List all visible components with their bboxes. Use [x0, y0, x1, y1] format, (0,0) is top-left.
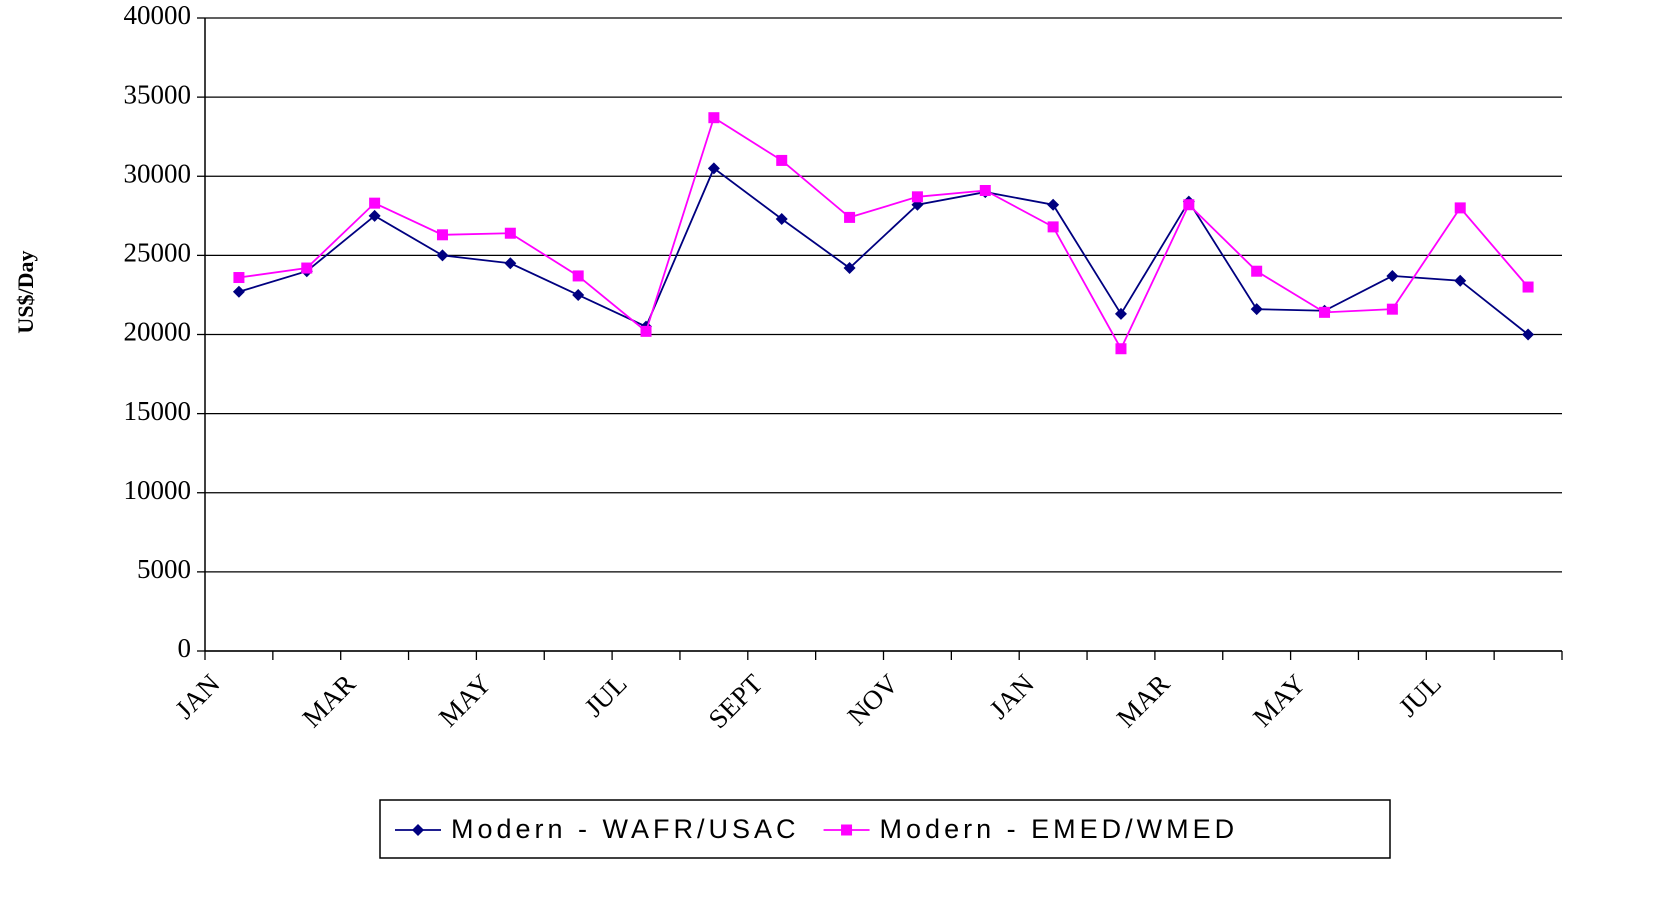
data-point — [1250, 303, 1263, 316]
data-point — [436, 249, 449, 262]
legend-label: Modern - EMED/WMED — [880, 814, 1239, 844]
data-point — [844, 211, 856, 223]
data-point — [301, 262, 313, 274]
x-tick-label: JUL — [579, 668, 633, 722]
data-point — [233, 272, 245, 284]
series-line — [238, 116, 1529, 351]
x-tick-label: JUL — [1393, 668, 1447, 722]
data-point — [1183, 199, 1195, 211]
y-tick-label: 10000 — [124, 475, 192, 505]
data-point — [775, 212, 788, 225]
data-point — [1047, 221, 1059, 233]
x-tick-label: MAR — [1111, 668, 1176, 733]
x-tick-label: SEPT — [703, 668, 769, 734]
y-tick-label: 5000 — [137, 554, 191, 584]
data-point — [640, 325, 652, 337]
legend-label: Modern - WAFR/USAC — [451, 814, 800, 844]
data-point — [368, 209, 381, 222]
data-point — [1454, 274, 1467, 287]
data-point — [1522, 328, 1535, 341]
data-point — [1115, 343, 1127, 355]
series-line — [238, 166, 1529, 336]
data-point — [1454, 202, 1466, 214]
data-point — [1114, 307, 1127, 320]
legend-marker — [412, 824, 424, 836]
data-point — [776, 154, 788, 166]
data-point — [1319, 306, 1331, 318]
data-point — [232, 285, 245, 298]
y-tick-label: 35000 — [124, 79, 192, 109]
data-point — [436, 229, 448, 241]
data-point — [504, 227, 516, 239]
data-point — [1522, 281, 1534, 293]
data-point — [1386, 303, 1398, 315]
data-point — [843, 262, 856, 275]
y-tick-label: 40000 — [124, 0, 192, 30]
data-point — [1047, 198, 1060, 211]
data-point — [979, 184, 991, 196]
x-tick-label: JAN — [169, 668, 225, 724]
legend-box — [379, 799, 1391, 859]
data-point — [1386, 269, 1399, 282]
data-point — [572, 270, 584, 282]
x-tick-label: MAY — [1247, 668, 1311, 732]
data-point — [572, 288, 585, 301]
data-point — [708, 112, 720, 124]
data-point — [1251, 265, 1263, 277]
legend-marker — [841, 824, 853, 836]
x-tick-label: MAY — [433, 668, 497, 732]
y-tick-label: 15000 — [124, 396, 192, 426]
x-tick-label: NOV — [841, 668, 904, 731]
data-point — [369, 197, 381, 209]
y-tick-label: 0 — [178, 633, 192, 663]
y-tick-label: 25000 — [124, 238, 192, 268]
x-tick-label: MAR — [297, 668, 362, 733]
data-point — [707, 162, 720, 175]
x-tick-label: JAN — [984, 668, 1040, 724]
data-point — [911, 191, 923, 203]
y-tick-label: 20000 — [124, 317, 192, 347]
y-axis-title: US$/Day — [13, 250, 38, 333]
y-tick-label: 30000 — [124, 158, 192, 188]
data-point — [504, 257, 517, 270]
